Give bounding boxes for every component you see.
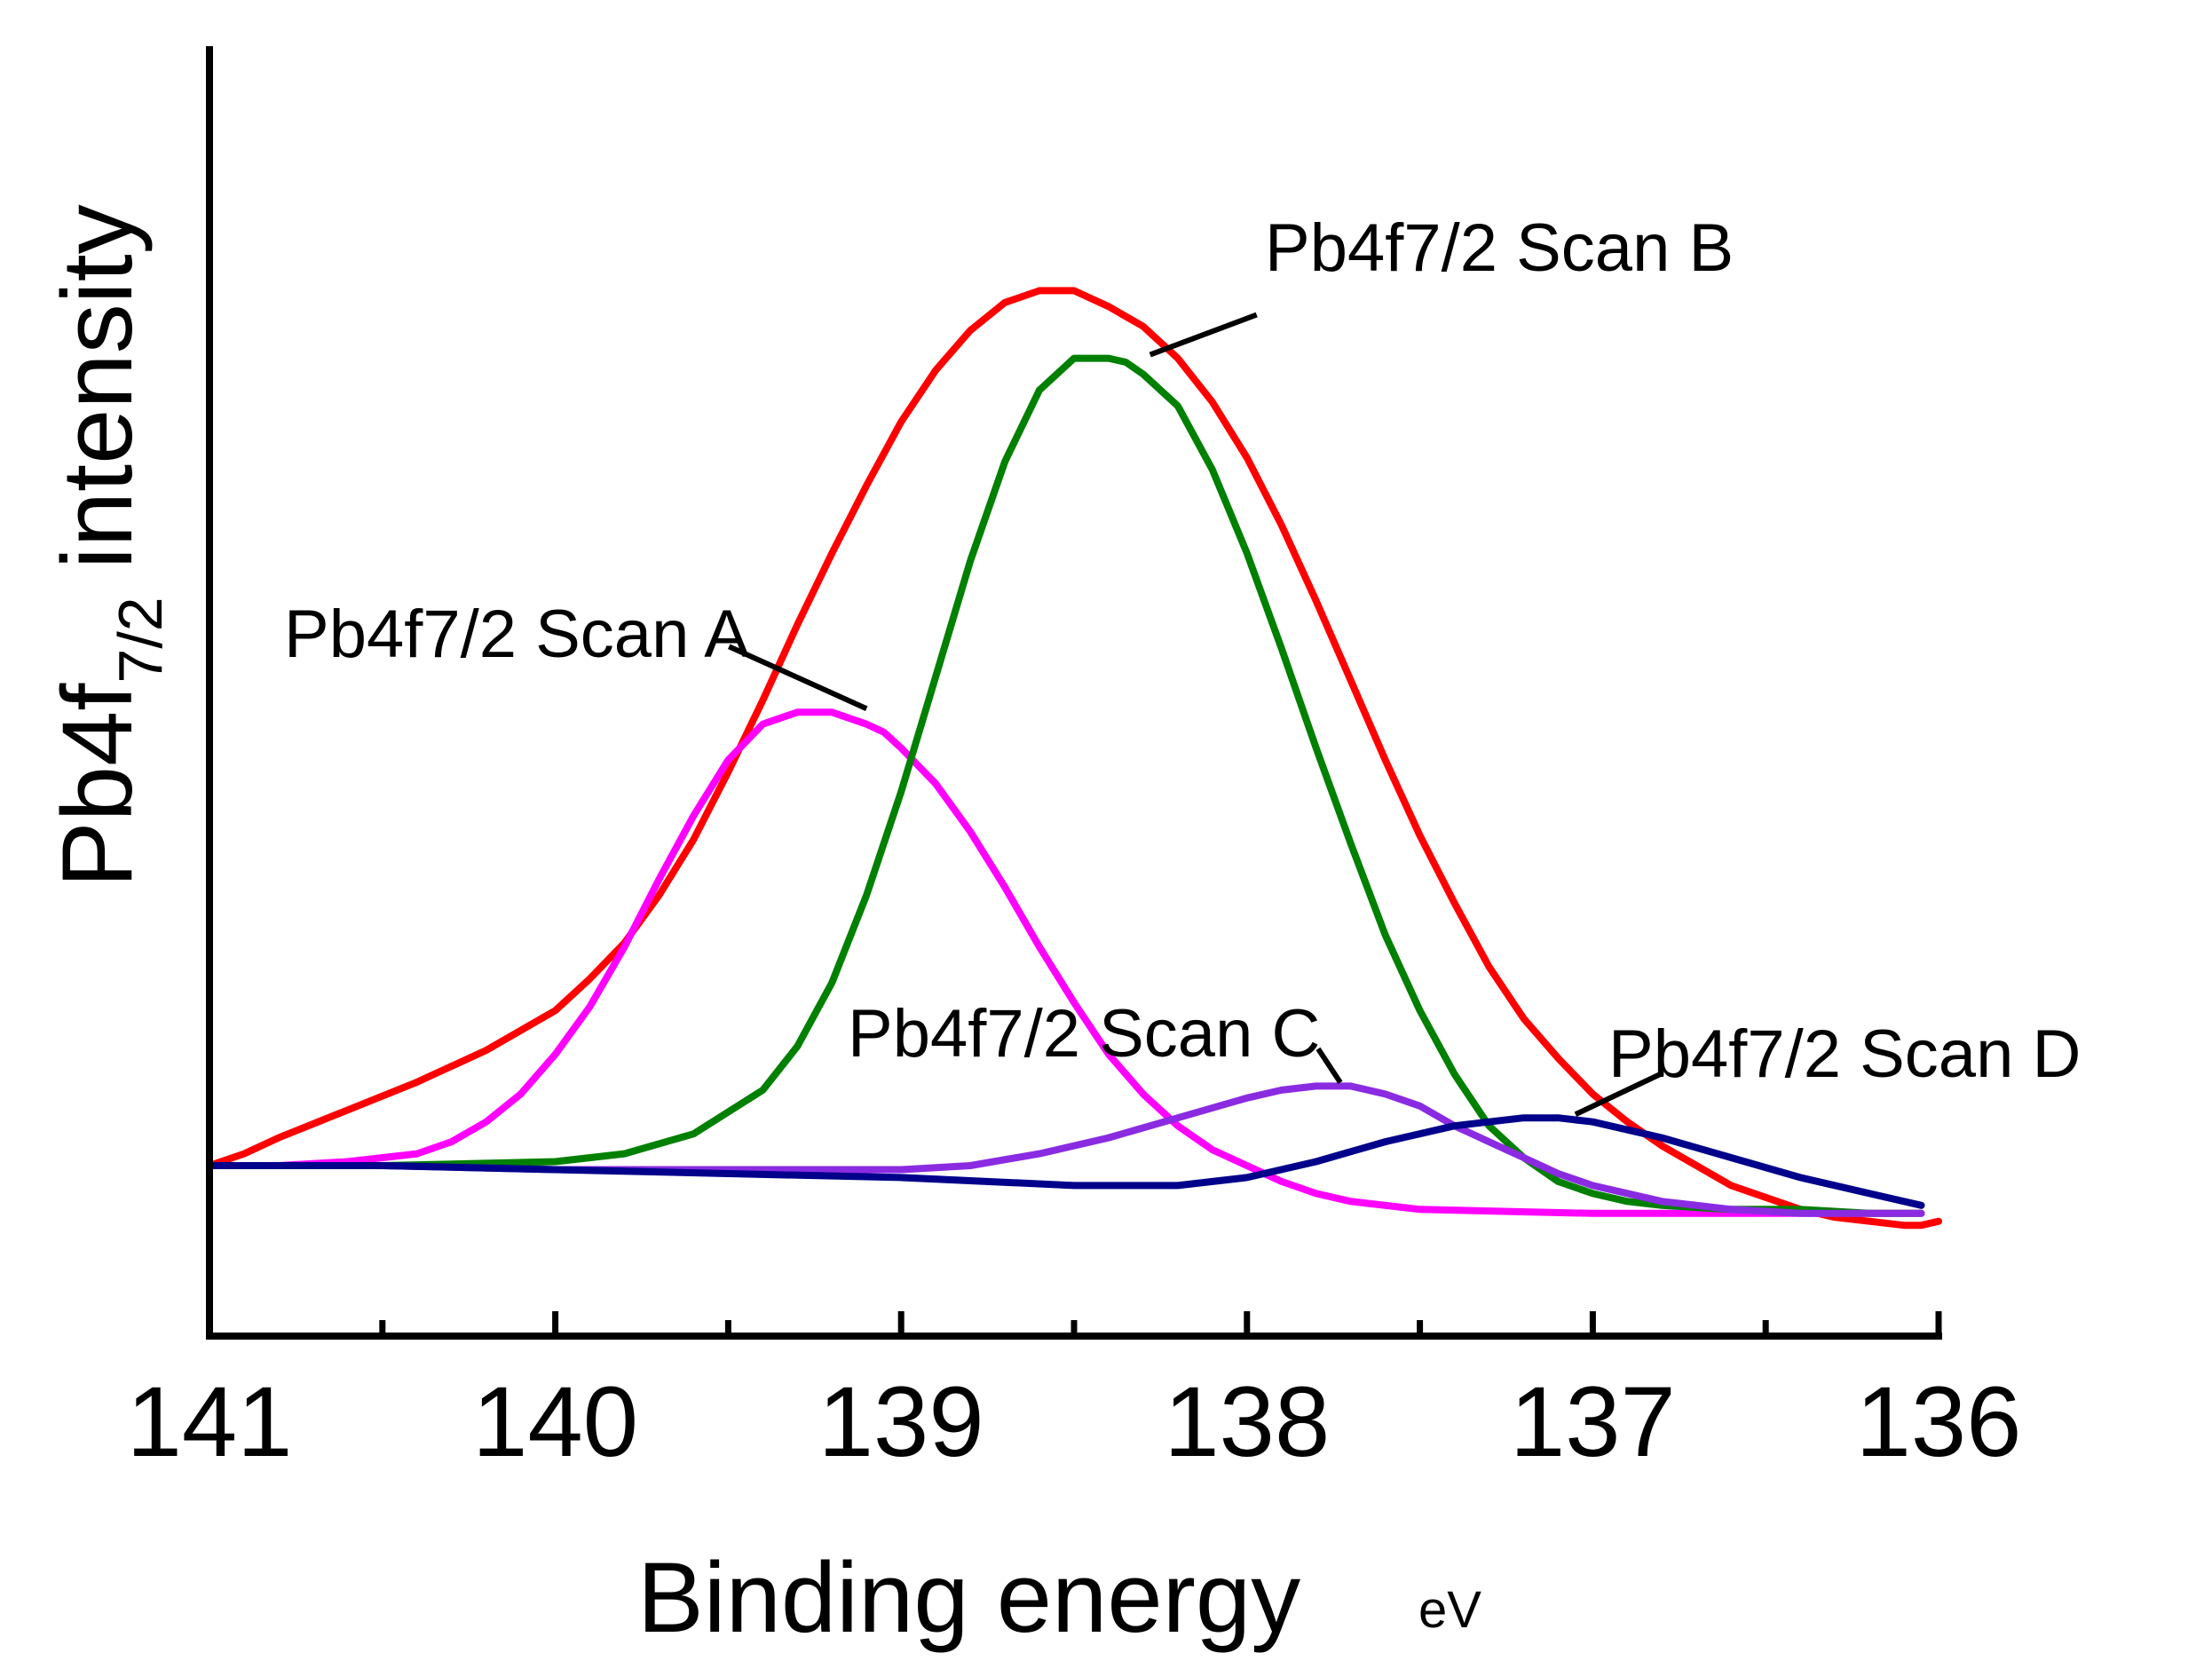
x-axis-title-group: Binding energy eV	[637, 1542, 1481, 1653]
x-tick-label: 137	[1510, 1366, 1676, 1477]
x-tick-label: 138	[1164, 1366, 1330, 1477]
annotations-layer: Pb4f7/2 Scan A Pb4f7/2 Scan B Pb4f7/2 Scan…	[284, 210, 2081, 1117]
series-pb4f7-2-scan-d-line	[206, 1114, 1925, 1209]
y-axis-title-subscript: 7/2	[106, 597, 175, 683]
x-axis-title: Binding energy	[637, 1542, 1300, 1653]
x-tick-labels: 141 140 139 138 137 136	[127, 1366, 2022, 1477]
x-axis-unit: eV	[1418, 1581, 1481, 1639]
annotation-label: Pb4f7/2 Scan C	[848, 996, 1320, 1072]
annotation-label: Pb4f7/2 Scan D	[1608, 1016, 2081, 1092]
y-axis-title: Pb4f7/2 intensity	[42, 204, 175, 888]
annotation-leader-line	[1315, 1047, 1343, 1085]
y-axis-title-suffix: intensity	[42, 204, 153, 597]
x-tick-label: 139	[818, 1366, 984, 1477]
annotation-leader-line	[1574, 1072, 1662, 1117]
series-pb4f7-2-scan-c-line	[206, 1082, 1925, 1217]
x-tick-label: 141	[127, 1366, 293, 1477]
annotation-leader-line	[1149, 312, 1258, 358]
x-tick-label: 136	[1856, 1366, 2022, 1477]
annotation-leader-line	[728, 644, 868, 712]
x-ticks	[379, 1311, 1942, 1336]
y-axis-title-main: Pb4f	[42, 683, 153, 888]
series-pb4f7-2-scan-a-line	[206, 708, 1925, 1217]
series-pb4f7-2-scan-b-line	[206, 354, 1925, 1217]
annotation-label: Pb4f7/2 Scan A	[284, 597, 749, 672]
x-tick-label: 140	[472, 1366, 638, 1477]
annotation-label: Pb4f7/2 Scan B	[1265, 210, 1734, 286]
curves-layer	[206, 287, 1942, 1230]
axes: 141 140 139 138 137 136	[127, 46, 2022, 1477]
